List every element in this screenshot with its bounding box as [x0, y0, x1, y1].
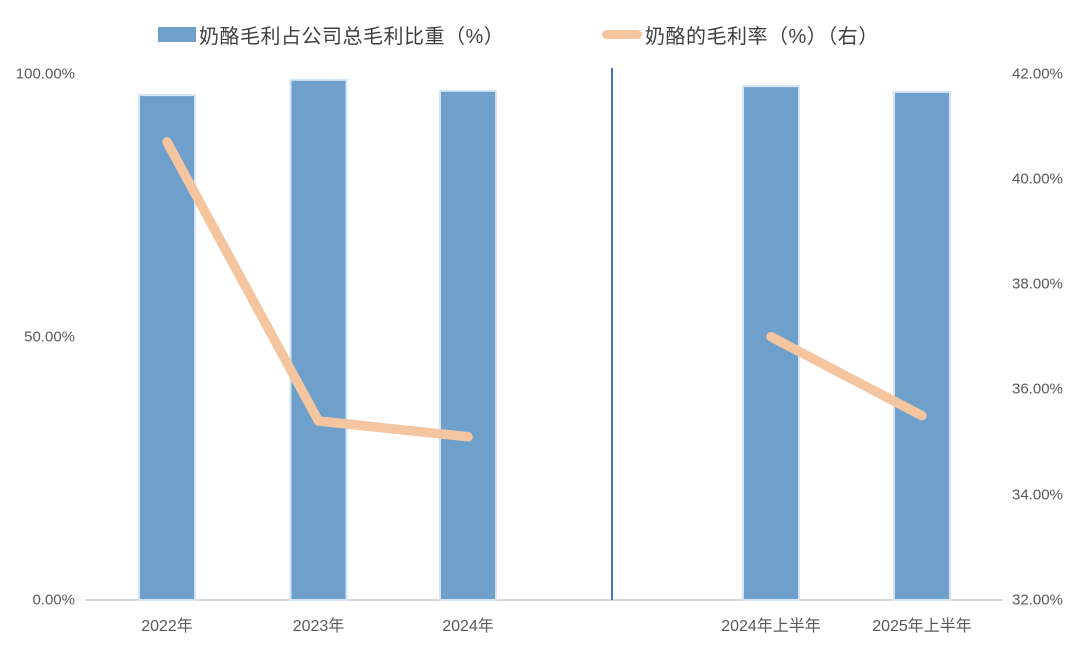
- right-axis-tick: 36.00%: [1012, 380, 1063, 398]
- bar-2023年: [289, 78, 348, 602]
- right-axis-tick: 32.00%: [1012, 591, 1063, 609]
- x-axis-label: 2025年上半年: [872, 618, 972, 635]
- line-series-swatch-icon: [602, 29, 642, 39]
- left-axis-tick: 50.00%: [24, 328, 75, 346]
- left-axis-tick: 100.00%: [15, 65, 75, 82]
- x-axis-label: 2024年上半年: [721, 618, 821, 635]
- x-axis-label: 2024年: [442, 618, 494, 635]
- legend-label: 奶酪的毛利率（%）（右）: [645, 25, 879, 48]
- line-series-segment-2: [766, 332, 927, 421]
- left-axis-tick: 0.00%: [32, 591, 75, 609]
- chart-legend: 奶酪毛利占公司总毛利比重（%） 奶酪的毛利率（%）（右）: [0, 18, 1080, 50]
- bar-2024年: [439, 89, 497, 601]
- line-series-segment-1: [162, 137, 473, 442]
- right-axis-tick: 38.00%: [1012, 275, 1063, 293]
- legend-item-bar-series: 奶酪毛利占公司总毛利比重（%）: [158, 18, 504, 50]
- legend-item-line-series: 奶酪的毛利率（%）（右）: [602, 18, 879, 50]
- bar-series-swatch-icon: [158, 26, 196, 42]
- right-axis-tick: 42.00%: [1012, 65, 1063, 82]
- legend-label: 奶酪毛利占公司总毛利比重（%）: [199, 25, 505, 48]
- right-axis-tick: 34.00%: [1012, 486, 1063, 504]
- x-axis-label: 2022年: [141, 618, 193, 635]
- x-axis-label: 2023年: [292, 618, 345, 635]
- bar-2025年上半年: [893, 90, 951, 602]
- right-axis-tick: 40.00%: [1012, 170, 1063, 188]
